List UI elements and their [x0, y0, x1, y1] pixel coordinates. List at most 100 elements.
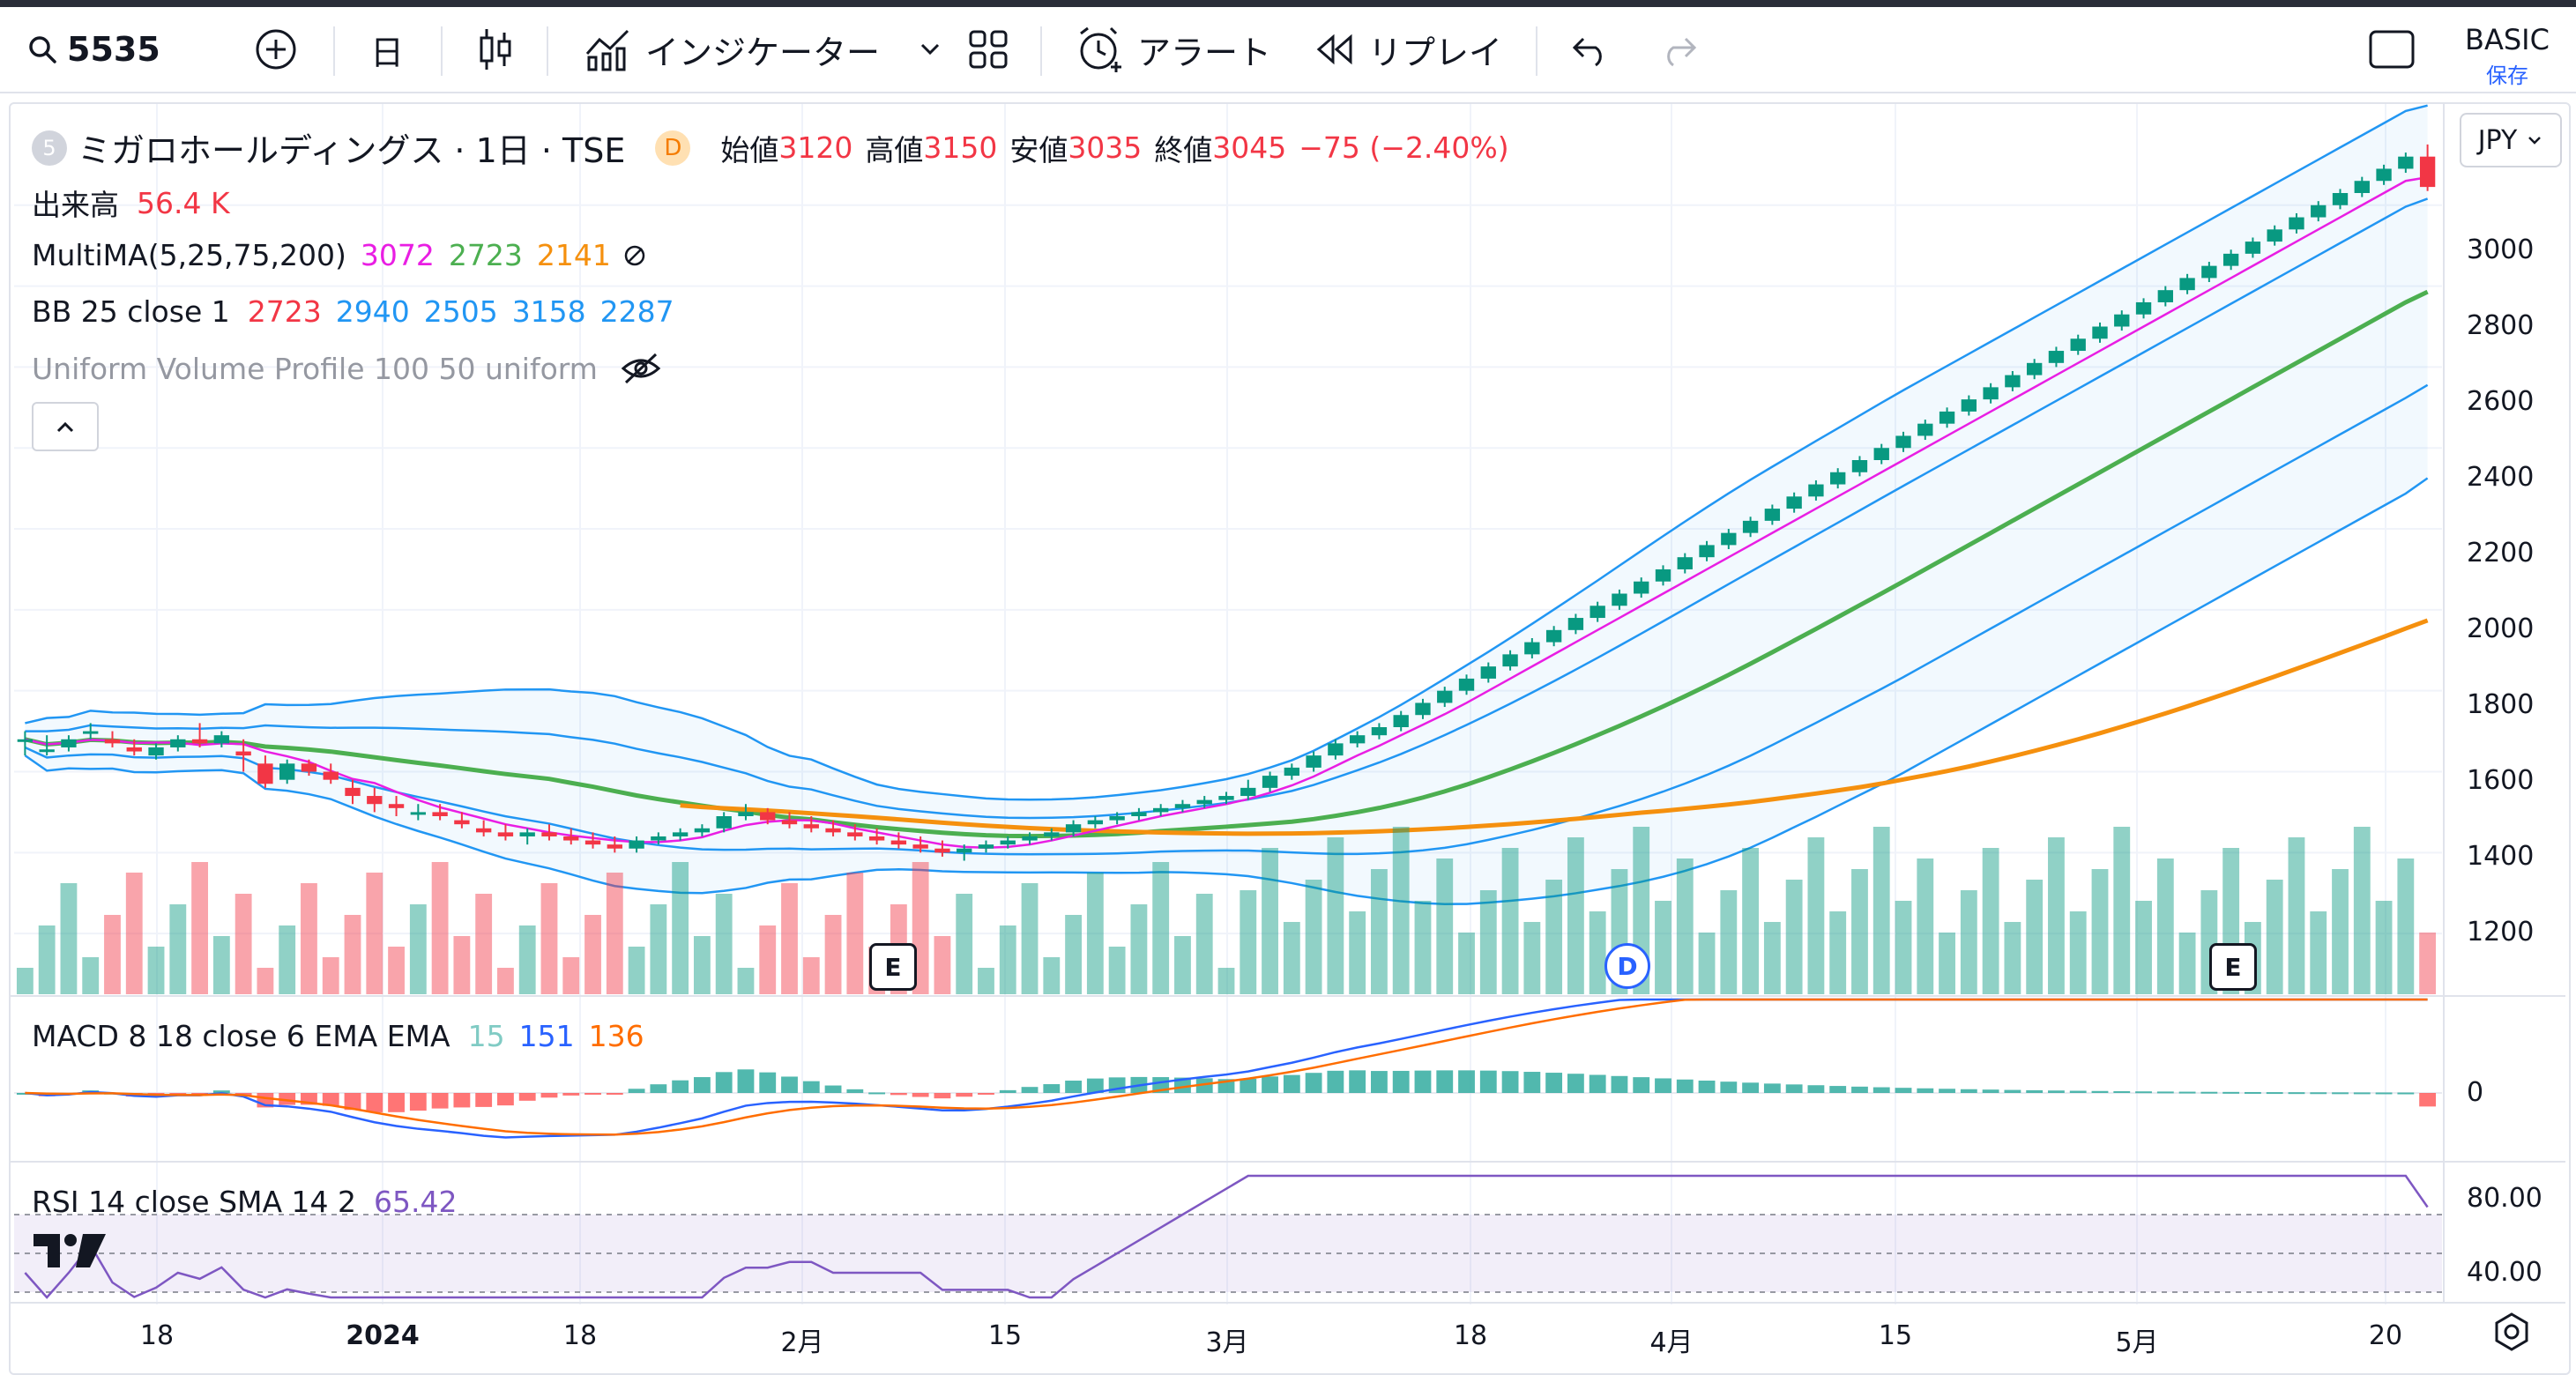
volume-bar: [781, 883, 798, 994]
volume-bar: [540, 883, 558, 994]
macd-histogram-bar: [1240, 1078, 1257, 1093]
search-icon: [29, 36, 56, 63]
save-label: 保存: [2485, 63, 2528, 88]
macd-histogram-bar: [1763, 1083, 1781, 1093]
earnings-event-marker[interactable]: E: [2209, 943, 2257, 991]
macd-histogram-bar: [868, 1092, 886, 1095]
candle-body: [1961, 399, 1977, 412]
macd-histogram-bar: [715, 1072, 733, 1093]
candle-body: [1524, 642, 1540, 655]
macd-histogram-bar: [1872, 1087, 1890, 1093]
bb-lower-band-line: [24, 477, 2429, 906]
candle-body: [475, 828, 492, 833]
dividend-event-marker[interactable]: D: [1604, 943, 1650, 989]
macd-histogram-bar: [802, 1081, 820, 1093]
earnings-event-marker[interactable]: E: [869, 943, 917, 991]
macd-histogram-bar: [2156, 1091, 2174, 1094]
bb-legend[interactable]: BB 25 close 1 2723 2940 2505 3158 2287: [32, 294, 674, 329]
candle-body: [1808, 484, 1824, 497]
na-icon: [624, 245, 645, 265]
volume-legend[interactable]: 出来高 56.4 K: [32, 182, 230, 224]
indicators-button[interactable]: インジケーター: [584, 7, 943, 92]
redo-button[interactable]: [1659, 7, 1698, 92]
candle-body: [104, 739, 121, 744]
alert-button[interactable]: アラート: [1076, 7, 1271, 92]
candle-body: [738, 812, 754, 816]
fullscreen-button[interactable]: [2368, 7, 2416, 92]
macd-histogram-bar: [366, 1093, 383, 1112]
eye-hidden-icon[interactable]: [621, 351, 661, 386]
volume-bar: [16, 968, 34, 994]
candle-body: [1939, 411, 1955, 424]
multima-legend[interactable]: MultiMA(5,25,75,200) 3072 2723 2141: [32, 238, 648, 272]
symbol-search[interactable]: 5535: [26, 7, 160, 92]
volume-bar: [1829, 911, 1847, 994]
volume-bar: [562, 957, 580, 994]
volume-label: 出来高: [32, 188, 119, 222]
candle-body: [1764, 509, 1781, 521]
compare-symbol-button[interactable]: [254, 7, 298, 92]
chart-settings-button[interactable]: [2491, 1312, 2532, 1356]
rsi-legend[interactable]: RSI 14 close SMA 14 2 65.42: [32, 1185, 458, 1219]
currency-selector[interactable]: JPY: [2460, 113, 2562, 167]
undo-button[interactable]: [1571, 7, 1610, 92]
candle-body: [1218, 796, 1234, 800]
grid-icon: [969, 30, 1008, 69]
macd-histogram-bar: [846, 1089, 864, 1093]
macd-histogram-bar: [672, 1080, 689, 1093]
volume-bar: [125, 873, 143, 994]
volume-bar: [60, 883, 78, 994]
volume-bar: [453, 936, 471, 994]
ma75-line: [680, 618, 2429, 836]
candle-body: [1022, 836, 1038, 841]
rsi-axis-label: 80.00: [2467, 1183, 2542, 1214]
high-label: 高値: [865, 132, 924, 167]
volume-bar: [2375, 901, 2393, 994]
macd-histogram-bar: [824, 1085, 842, 1093]
macd-histogram-bar: [650, 1084, 667, 1093]
candle-body: [1371, 727, 1388, 736]
multima-label: MultiMA(5,25,75,200): [32, 238, 346, 272]
ma5-value: 3072: [360, 238, 435, 272]
price-axis-label: 1600: [2467, 765, 2535, 796]
volume-bar: [1917, 858, 1934, 994]
candle-body: [1567, 618, 1584, 630]
replay-button[interactable]: リプレイ: [1314, 7, 1502, 92]
volume-bar: [1720, 890, 1738, 994]
candle-body: [978, 844, 994, 849]
macd-histogram-bar: [1698, 1080, 1716, 1093]
ma75-value: 2141: [536, 238, 611, 272]
plan-save-button[interactable]: BASIC 保存: [2465, 23, 2550, 89]
tradingview-logo[interactable]: [32, 1230, 108, 1275]
candle-body: [694, 828, 711, 833]
candle-body: [1612, 593, 1627, 606]
collapse-legend-button[interactable]: [32, 402, 99, 451]
symbol-logo-badge: 5: [32, 130, 67, 166]
price-axis-label: 2400: [2467, 462, 2535, 493]
volume-bar: [737, 968, 755, 994]
volume-bar: [2156, 858, 2174, 994]
volume-profile-legend[interactable]: Uniform Volume Profile 100 50 uniform: [32, 351, 661, 386]
candle-body: [2157, 290, 2173, 302]
layout-templates-button[interactable]: [968, 7, 1009, 92]
macd-histogram-bar: [2266, 1092, 2283, 1095]
candle-body: [716, 816, 732, 829]
volume-bar: [672, 862, 689, 994]
volume-bar: [409, 904, 427, 994]
volume-bar: [2026, 880, 2044, 994]
macd-histogram-bar: [1807, 1085, 1825, 1093]
chevron-up-icon: [56, 421, 74, 433]
symbol-legend[interactable]: 5 ミガロホールディングス · 1日 · TSE D 始値 3120 高値 3150…: [32, 123, 1509, 172]
open-label: 始値: [720, 132, 779, 167]
data-source-badge: D: [655, 130, 691, 166]
volume-bar: [301, 883, 317, 994]
macd-histogram-bar: [1939, 1089, 1955, 1093]
candle-body: [410, 812, 427, 815]
candle-body: [2201, 265, 2217, 279]
macd-histogram-bar: [2004, 1089, 2021, 1093]
candle-body: [2419, 156, 2436, 188]
interval-button[interactable]: 日: [370, 33, 405, 72]
macd-legend[interactable]: MACD 8 18 close 6 EMA EMA 15 151 136: [32, 1019, 644, 1053]
chart-type-button[interactable]: [476, 7, 515, 92]
